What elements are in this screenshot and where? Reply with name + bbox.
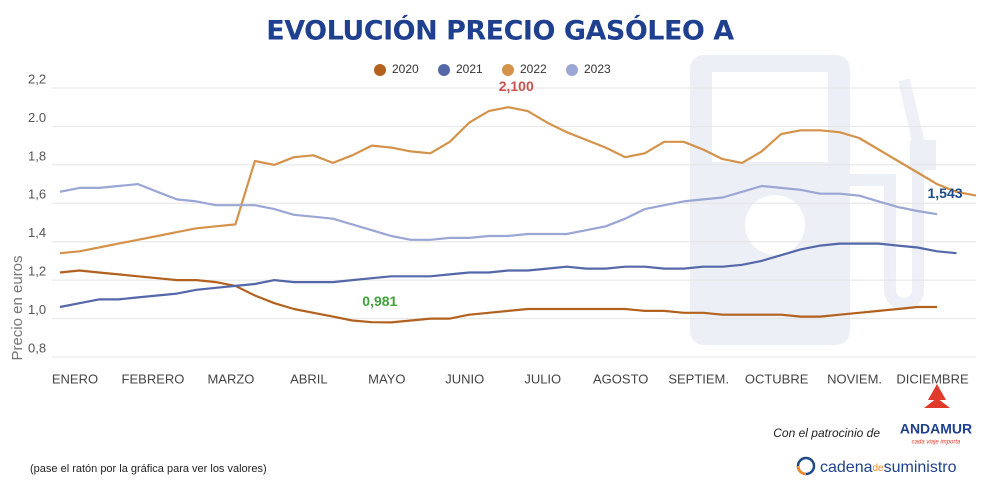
legend-label[interactable]: 2023 bbox=[584, 62, 611, 76]
brand: cadenadesuministro bbox=[820, 459, 957, 476]
x-tick-label: NOVIEM. bbox=[827, 371, 882, 386]
brand-part: de bbox=[873, 463, 885, 474]
legend-marker[interactable] bbox=[502, 64, 514, 76]
y-tick-label: 1,4 bbox=[28, 225, 46, 240]
legend-label[interactable]: 2021 bbox=[456, 62, 483, 76]
hint: (pase el ratón por la gráfica para ver l… bbox=[30, 463, 267, 475]
x-tick-label: MARZO bbox=[207, 371, 254, 386]
sponsor-logo-icon bbox=[924, 384, 950, 408]
y-tick-label: 0,8 bbox=[28, 340, 46, 355]
x-tick-label: OCTUBRE bbox=[745, 371, 809, 386]
x-tick-label: DICIEMBRE bbox=[896, 371, 969, 386]
y-tick-label: 2.0 bbox=[28, 110, 46, 125]
series-line bbox=[59, 183, 938, 241]
value-label: 1,543 bbox=[927, 185, 962, 201]
sponsor-logo: ANDAMUR bbox=[900, 421, 972, 437]
series-line bbox=[59, 242, 957, 309]
legend-label[interactable]: 2020 bbox=[392, 62, 419, 76]
sponsor-text: Con el patrocinio de bbox=[773, 426, 880, 440]
legend-label[interactable]: 2022 bbox=[520, 62, 547, 76]
sponsor-tagline: cada viaje importa bbox=[912, 440, 961, 446]
legend-marker[interactable] bbox=[566, 64, 578, 76]
x-tick-label: JUNIO bbox=[445, 371, 484, 386]
legend-marker[interactable] bbox=[374, 64, 386, 76]
chart-title: EVOLUCIÓN PRECIO GASÓLEO A bbox=[266, 15, 734, 47]
brand-icon-accent bbox=[796, 465, 807, 476]
y-tick-label: 1,0 bbox=[28, 302, 46, 317]
x-tick-label: SEPTIEM. bbox=[668, 371, 729, 386]
x-tick-label: FEBRERO bbox=[122, 371, 185, 386]
y-tick-label: 1,6 bbox=[28, 187, 46, 202]
series-line bbox=[59, 269, 937, 324]
value-label: 0,981 bbox=[362, 293, 397, 309]
value-label: 2,100 bbox=[499, 78, 534, 94]
brand-part: cadena bbox=[820, 459, 873, 476]
watermark bbox=[690, 55, 936, 345]
x-tick-label: ABRIL bbox=[290, 371, 328, 386]
x-tick-label: MAYO bbox=[368, 371, 405, 386]
x-tick-label: JULIO bbox=[524, 371, 561, 386]
y-tick-label: 2,2 bbox=[28, 71, 46, 86]
series-line bbox=[59, 106, 977, 255]
legend-marker[interactable] bbox=[438, 64, 450, 76]
y-tick-label: 1,8 bbox=[28, 148, 46, 163]
x-tick-label: AGOSTO bbox=[593, 371, 648, 386]
x-tick-label: ENERO bbox=[52, 371, 98, 386]
y-axis-label: Precio en euros bbox=[9, 255, 26, 360]
y-tick-label: 1,2 bbox=[28, 264, 46, 279]
brand-part: suministro bbox=[884, 459, 957, 476]
